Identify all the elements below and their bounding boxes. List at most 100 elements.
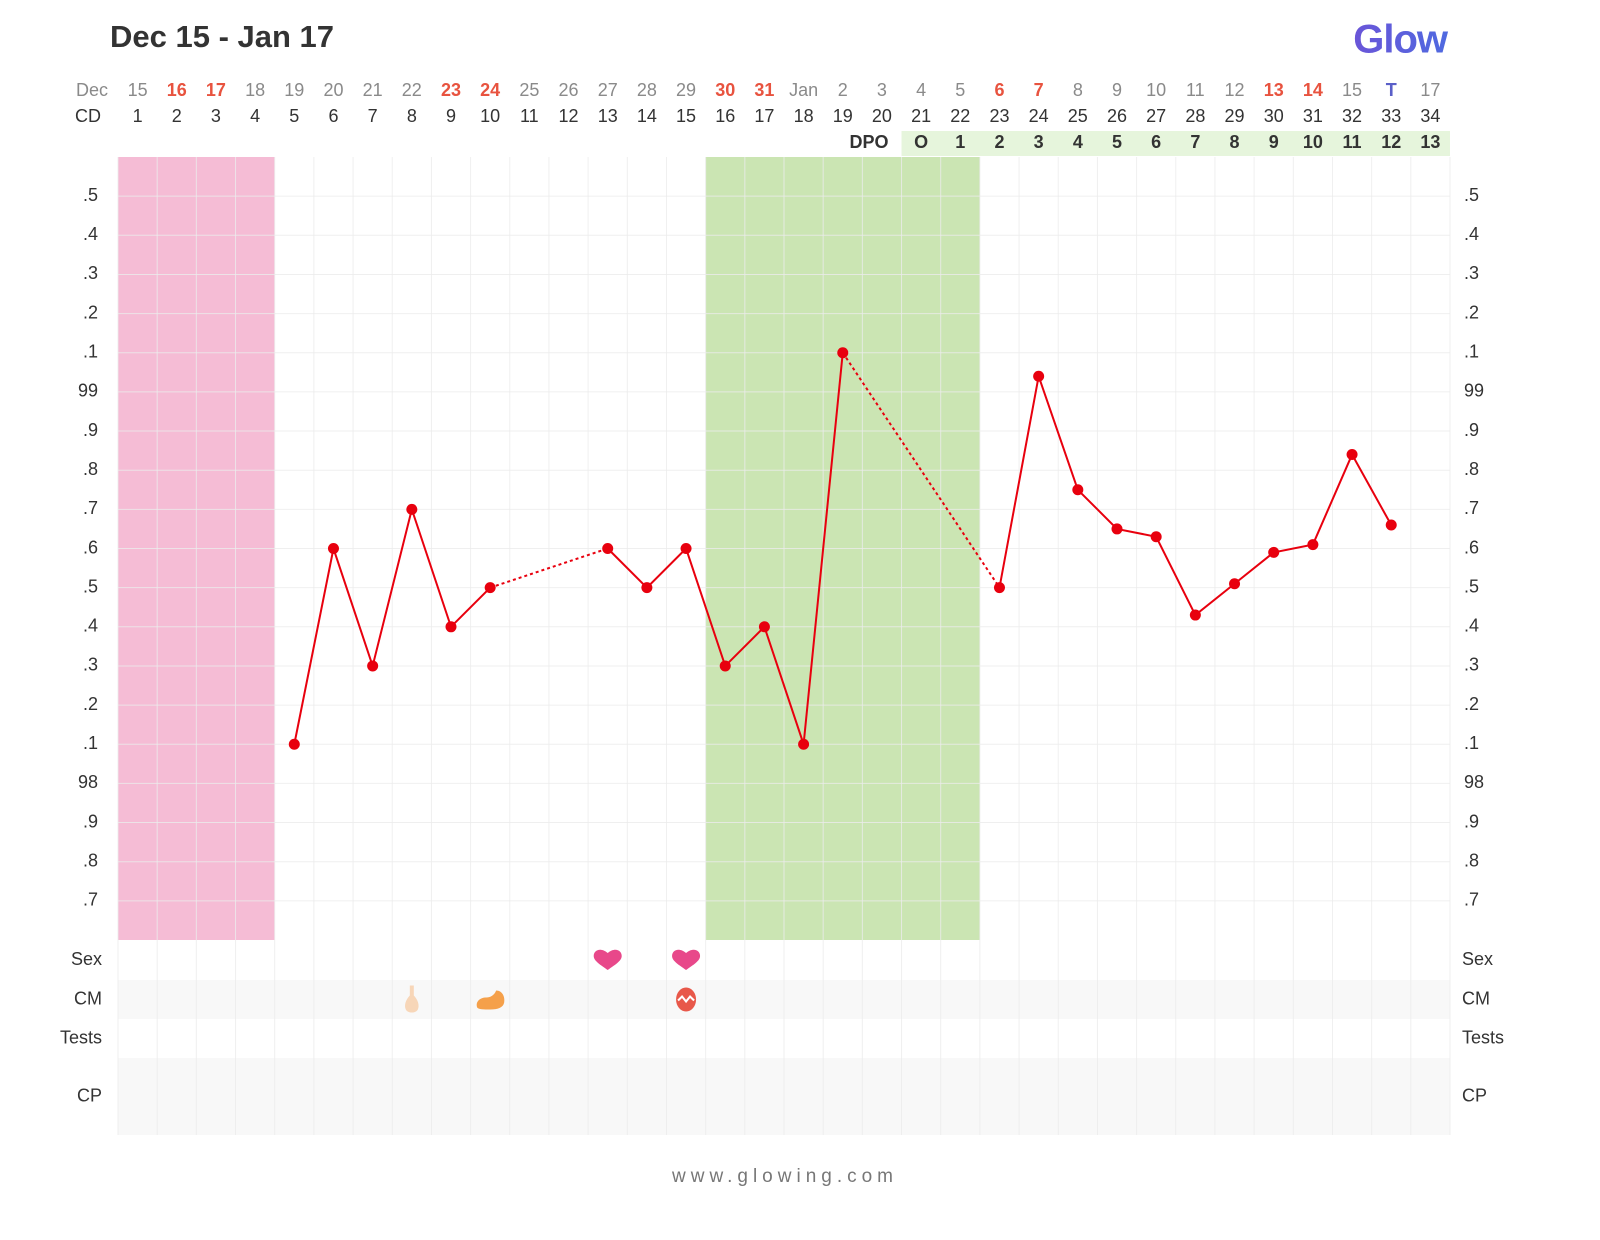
date-label: 10	[1146, 80, 1166, 100]
footer: www.glowing.com	[671, 1166, 898, 1187]
row-label-right: Sex	[1462, 949, 1493, 969]
dpo-value: 4	[1073, 132, 1083, 152]
date-label: 25	[519, 80, 539, 100]
y-tick-label: .2	[83, 694, 98, 714]
temperature-point	[1385, 519, 1397, 531]
y2-tick-label: .9	[1464, 811, 1479, 831]
date-label: 7	[1034, 80, 1044, 100]
y2-tick-label: .8	[1464, 459, 1479, 479]
temperature-point	[1033, 370, 1045, 382]
x-tick-label: 6	[328, 106, 338, 126]
x-tick-label: 3	[211, 106, 221, 126]
row-label-right: CM	[1462, 988, 1490, 1008]
date-label: 31	[754, 80, 774, 100]
y-tick-label: .3	[83, 263, 98, 283]
y2-tick-label: .4	[1464, 616, 1479, 636]
temperature-point	[484, 582, 496, 594]
x-tick-label: 13	[598, 106, 618, 126]
date-label: 15	[128, 80, 148, 100]
stick-icon	[405, 985, 419, 1013]
x-tick-label: 7	[368, 106, 378, 126]
temperature-point	[641, 582, 653, 594]
date-label: Jan	[789, 80, 818, 100]
date-label: 6	[994, 80, 1004, 100]
heart-icon	[672, 949, 701, 970]
x-tick-label: 27	[1146, 106, 1166, 126]
date-label: 30	[715, 80, 735, 100]
date-label: 19	[284, 80, 304, 100]
x-tick-label: 4	[250, 106, 260, 126]
temperature-point	[798, 738, 810, 750]
row-icon	[672, 949, 701, 970]
y2-tick-label: .1	[1464, 733, 1479, 753]
x-tick-label: 22	[950, 106, 970, 126]
date-label: 14	[1303, 80, 1323, 100]
temperature-point	[1111, 523, 1123, 535]
gap-connector	[489, 547, 609, 589]
dpo-value: 2	[994, 132, 1004, 152]
y-tick-label: .4	[83, 224, 98, 244]
temperature-point	[406, 503, 418, 515]
y-tick-label: .4	[83, 616, 98, 636]
row-label: CM	[74, 988, 102, 1008]
dpo-value: 1	[955, 132, 965, 152]
blob-icon	[476, 990, 505, 1010]
x-tick-label: 26	[1107, 106, 1127, 126]
temperature-point	[1229, 578, 1241, 590]
date-label: 17	[1420, 80, 1440, 100]
date-label: 5	[955, 80, 965, 100]
date-label: 8	[1073, 80, 1083, 100]
y2-tick-label: .2	[1464, 302, 1479, 322]
date-label: 29	[676, 80, 696, 100]
x-tick-label: 2	[172, 106, 182, 126]
date-label: 17	[206, 80, 226, 100]
temperature-point	[327, 543, 339, 554]
y2-tick-label: .5	[1464, 576, 1479, 596]
temperature-point	[1150, 531, 1162, 543]
y2-tick-label: .4	[1464, 224, 1479, 244]
date-label: 22	[402, 80, 422, 100]
y-tick-label: .8	[83, 850, 98, 870]
x-tick-label: 24	[1029, 106, 1049, 126]
x-tick-label: 21	[911, 106, 931, 126]
x-tick-label: 23	[989, 106, 1009, 126]
x-tick-label: 10	[480, 106, 500, 126]
temperature-point	[1072, 484, 1084, 496]
temperature-point	[1189, 609, 1201, 621]
heart-icon	[593, 949, 622, 970]
x-tick-label: 32	[1342, 106, 1362, 126]
dpo-value: 8	[1230, 132, 1240, 152]
temperature-point	[837, 347, 849, 359]
y2-tick-label: .9	[1464, 420, 1479, 440]
x-tick-label: 28	[1185, 106, 1205, 126]
temperature-point	[602, 543, 614, 554]
y2-tick-label: 98	[1464, 772, 1484, 792]
y2-tick-label: .3	[1464, 263, 1479, 283]
row-icon	[676, 987, 697, 1012]
y-tick-label: .3	[83, 655, 98, 675]
x-tick-label: 12	[559, 106, 579, 126]
y-tick-label: .2	[83, 302, 98, 322]
date-label: 2	[838, 80, 848, 100]
temperature-point	[288, 738, 300, 750]
y-tick-label: .1	[83, 733, 98, 753]
temperature-line	[293, 505, 491, 745]
y-tick-label: .7	[83, 890, 98, 910]
x-tick-label: 11	[520, 106, 539, 126]
row-label: Sex	[71, 949, 102, 969]
x-tick-label: 18	[794, 106, 814, 126]
y-tick-label: .9	[83, 420, 98, 440]
y-tick-label: 99	[78, 381, 98, 401]
y2-tick-label: .2	[1464, 694, 1479, 714]
x-tick-label: 8	[407, 106, 417, 126]
y-tick-label: .5	[83, 185, 98, 205]
row-label-right: Tests	[1462, 1027, 1504, 1047]
y2-tick-label: .1	[1464, 342, 1479, 362]
dpo-value: 13	[1420, 132, 1440, 152]
temperature-point	[993, 582, 1005, 594]
x-tick-label: 19	[833, 106, 853, 126]
y2-tick-label: 99	[1464, 381, 1484, 401]
date-label: 16	[167, 80, 187, 100]
y2-tick-label: .8	[1464, 850, 1479, 870]
date-label: 27	[598, 80, 618, 100]
